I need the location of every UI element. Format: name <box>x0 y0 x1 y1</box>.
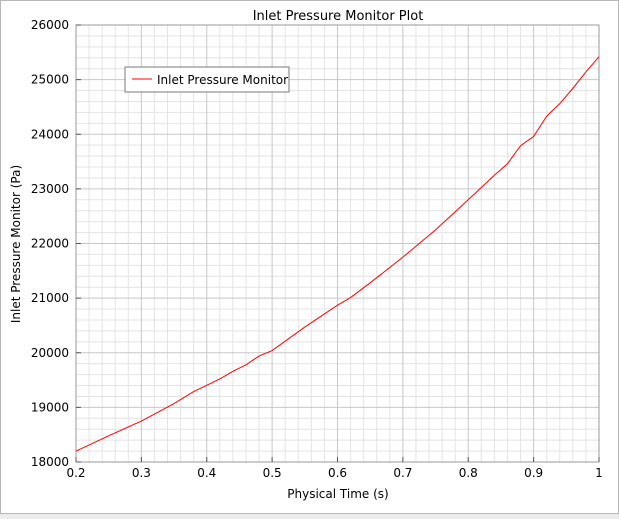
y-tick-label: 23000 <box>31 182 69 196</box>
x-tick-label: 0.7 <box>393 466 412 480</box>
y-tick-label: 26000 <box>31 18 69 32</box>
y-tick-label: 19000 <box>31 400 69 414</box>
y-tick-label: 20000 <box>31 346 69 360</box>
x-tick-label: 1 <box>595 466 603 480</box>
y-tick-label: 24000 <box>31 127 69 141</box>
x-tick-label: 0.6 <box>328 466 347 480</box>
x-tick-label: 0.9 <box>524 466 543 480</box>
legend: Inlet Pressure Monitor <box>124 66 290 93</box>
y-tick-label: 18000 <box>31 455 69 469</box>
x-tick-label: 0.4 <box>197 466 216 480</box>
y-tick-label: 21000 <box>31 291 69 305</box>
x-tick-label: 0.5 <box>263 466 282 480</box>
series-line-inlet-pressure <box>75 56 600 452</box>
legend-box <box>124 66 290 93</box>
chart-title: Inlet Pressure Monitor Plot <box>253 9 424 24</box>
x-axis-label: Physical Time (s) <box>287 487 388 501</box>
y-tick-label: 25000 <box>31 73 69 87</box>
x-tick-label: 0.8 <box>459 466 478 480</box>
y-tick-label: 22000 <box>31 237 69 251</box>
x-tick-label: 0.2 <box>66 466 85 480</box>
axis-ticks: 0.2 0.3 0.4 0.5 0.6 0.7 0.8 0.9 1 18000 19000 20000… <box>31 18 603 480</box>
legend-label: Inlet Pressure Monitor <box>157 73 288 87</box>
x-tick-label: 0.3 <box>132 466 151 480</box>
y-axis-label: Inlet Pressure Monitor (Pa) <box>9 165 23 323</box>
series-layer <box>75 56 600 452</box>
